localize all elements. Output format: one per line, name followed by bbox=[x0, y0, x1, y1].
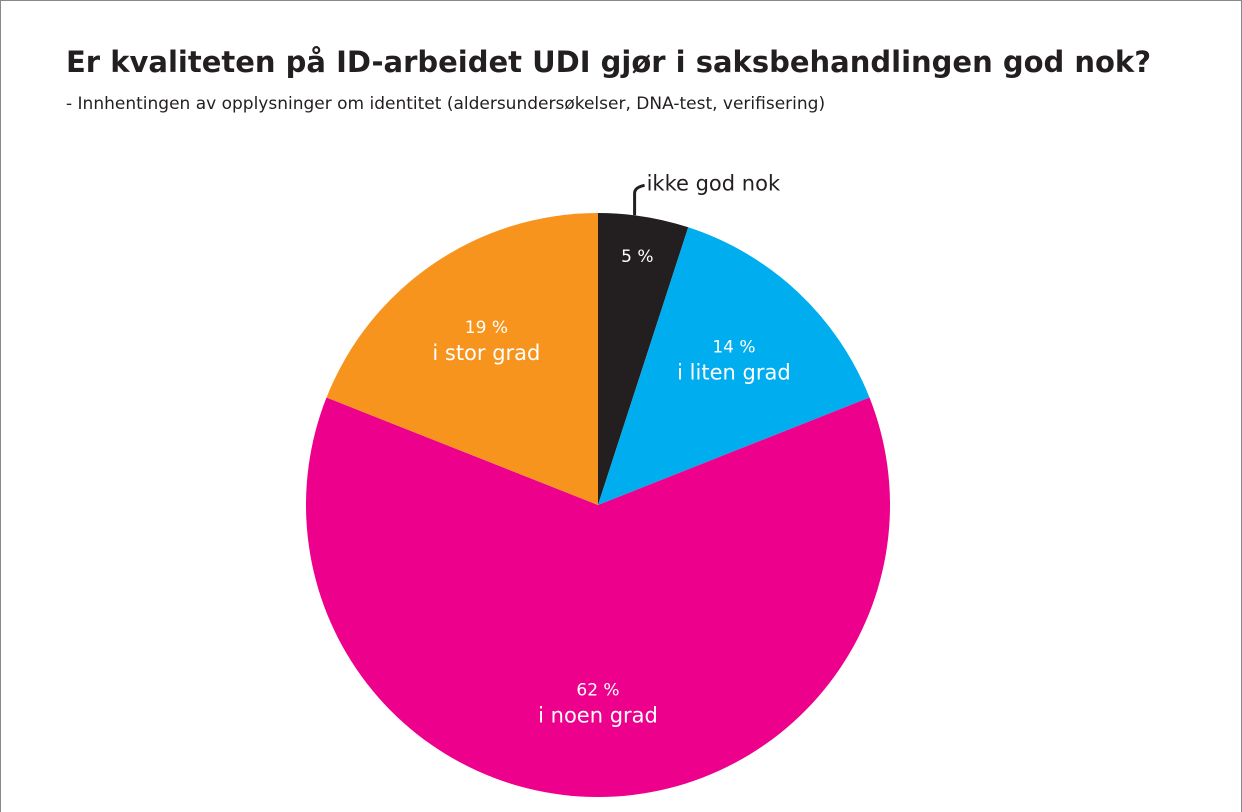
category-label: i stor grad bbox=[432, 341, 540, 365]
value-label: 14 % bbox=[712, 337, 755, 357]
leader-line bbox=[633, 183, 645, 216]
chart-title: Er kvaliteten på ID-arbeidet UDI gjør i … bbox=[66, 45, 1151, 79]
value-label: 19 % bbox=[465, 318, 508, 338]
value-label: 62 % bbox=[576, 681, 619, 701]
value-label: 5 % bbox=[621, 247, 653, 267]
category-label: i noen grad bbox=[538, 704, 658, 728]
pie-slice bbox=[598, 227, 870, 505]
pie-slice bbox=[305, 397, 891, 797]
pie-slice bbox=[598, 213, 689, 505]
pie-slice bbox=[326, 213, 598, 505]
category-label: ikke god nok bbox=[647, 171, 781, 195]
chart-subtitle: - Innhentingen av opplysninger om identi… bbox=[66, 94, 825, 114]
category-label: i liten grad bbox=[677, 360, 790, 384]
